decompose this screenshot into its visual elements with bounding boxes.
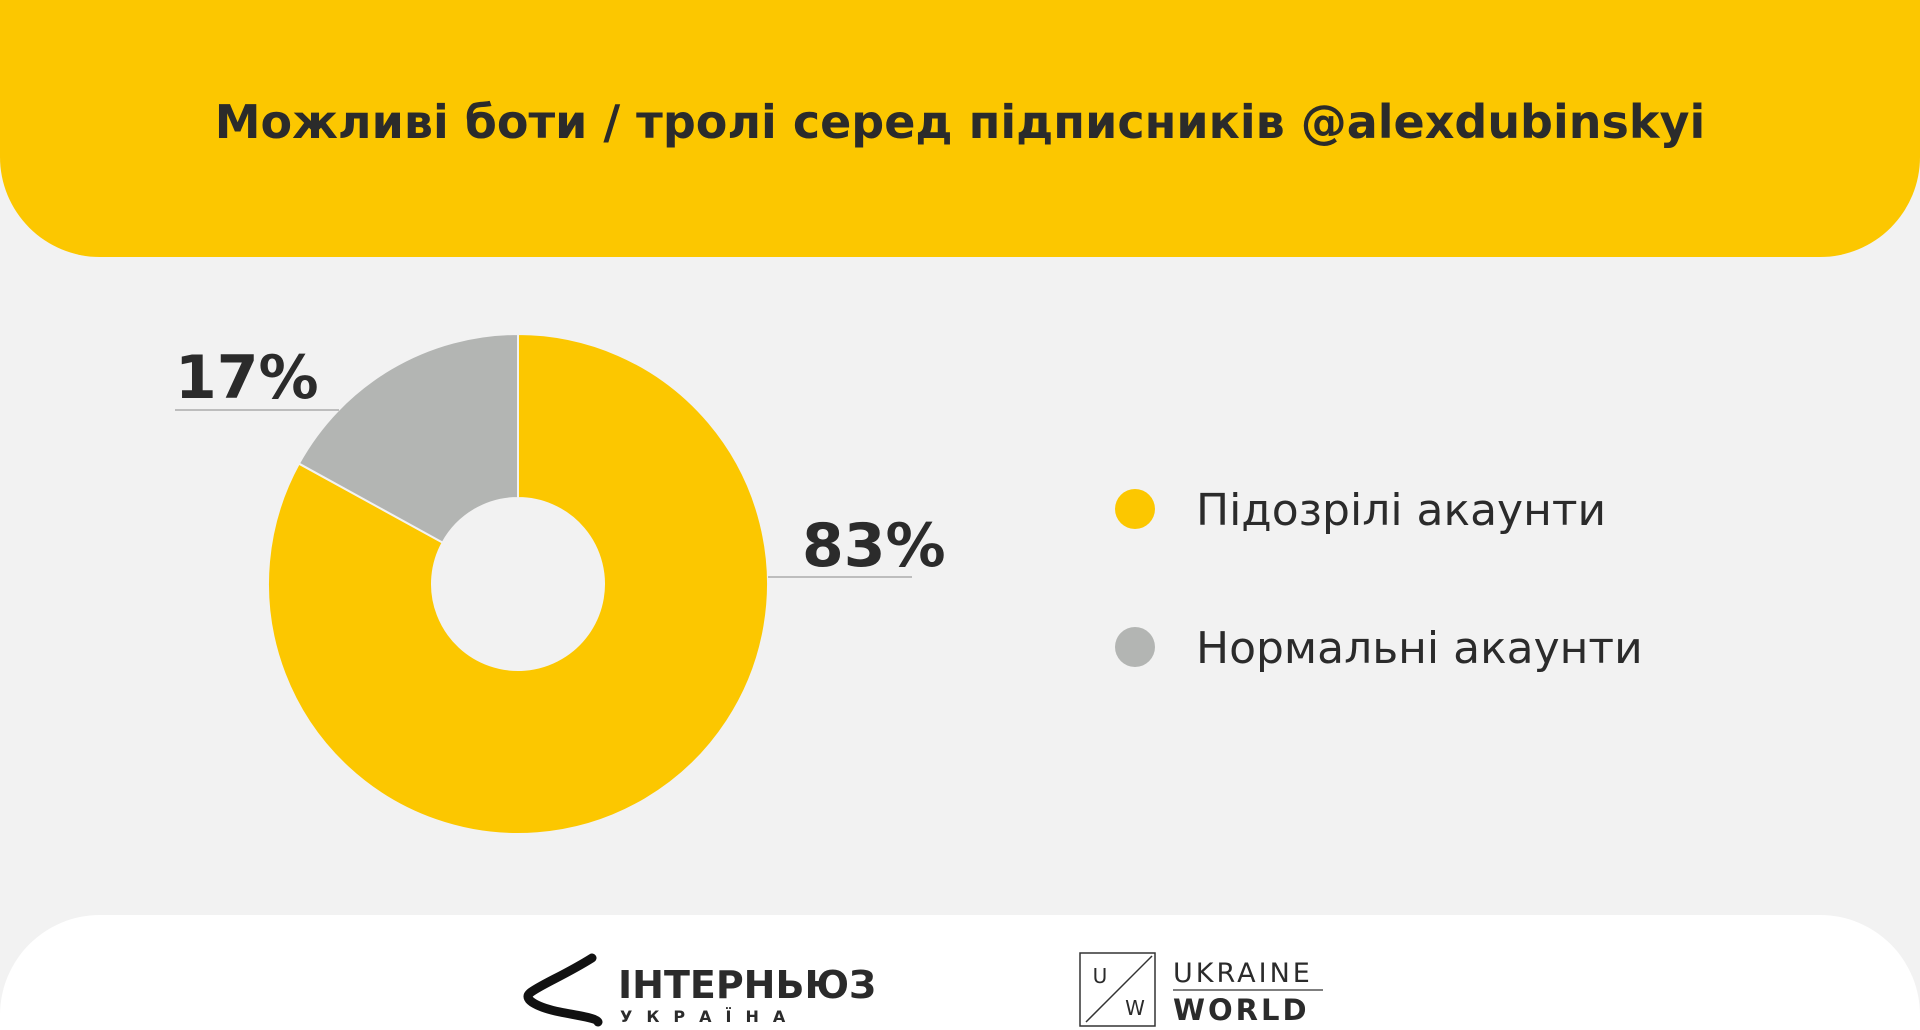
value-label: 83% [802,511,946,581]
internews-sub: УКРАЇНА [620,1007,799,1026]
legend-swatch [1115,489,1155,529]
uw-u: U [1093,964,1108,988]
uw-box [1079,952,1156,1027]
legend-label: Нормальні акаунти [1196,623,1643,674]
donut: 83% Підозрілі акаунти 17% Нормальні акаунти [175,332,1643,835]
uw-line2: WORLD [1173,993,1310,1027]
donut-hole [432,498,604,670]
uw-diagonal [1085,955,1153,1023]
internews-name: ІНТЕРНЬЮЗ [618,963,876,1007]
chart-title: Можливі боти / тролі серед підписників @… [215,95,1705,149]
uw-line1: UKRAINE [1173,958,1313,989]
header-band [0,0,1920,257]
uw-w: W [1125,996,1145,1020]
legend-label: Підозрілі акаунти [1196,485,1606,536]
internews-swoosh [523,953,603,1027]
value-label: 17% [175,343,319,413]
footer-band [0,915,1920,1030]
legend-swatch [1115,627,1155,667]
